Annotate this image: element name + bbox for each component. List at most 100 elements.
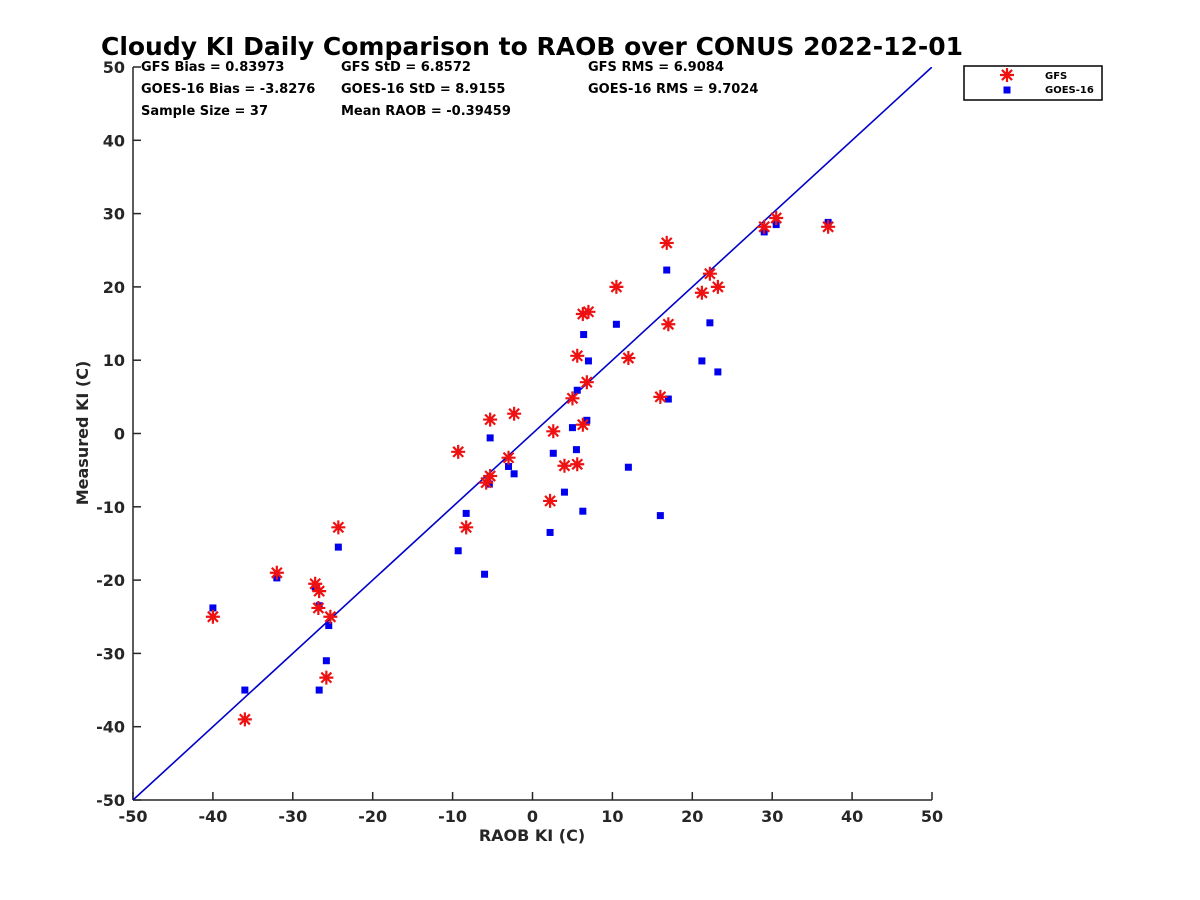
gfs-point	[581, 304, 596, 319]
stat-gfs-std: GFS StD = 6.8572	[341, 60, 471, 75]
y-tick-label: 20	[103, 278, 125, 297]
stat-goes-rms: GOES-16 RMS = 9.7024	[588, 82, 758, 97]
y-tick-label: -40	[96, 718, 125, 737]
gfs-point	[269, 565, 284, 580]
stat-goes-bias: GOES-16 Bias = -3.8276	[141, 82, 315, 97]
goes-16-point	[322, 657, 330, 665]
goes-16-point	[510, 470, 518, 478]
stat-gfs-bias: GFS Bias = 0.83973	[141, 60, 284, 75]
goes-16-point	[549, 449, 557, 457]
legend-goes-label: GOES-16	[1045, 85, 1094, 96]
x-axis-label: RAOB KI (C)	[479, 826, 585, 845]
legend-gfs-asterisk	[1000, 68, 1014, 82]
stat-goes-std: GOES-16 StD = 8.9155	[341, 82, 505, 97]
gfs-point	[694, 285, 709, 300]
x-axis-ticks: -50 -40 -30 -20 -10 0 10 20 30 40 50	[119, 792, 943, 826]
gfs-point	[479, 475, 494, 490]
gfs-point	[757, 219, 772, 234]
goes-16-point	[334, 543, 342, 551]
x-tick-label: 10	[601, 807, 623, 826]
goes-16-point	[584, 357, 592, 365]
y-axis-label: Measured KI (C)	[73, 361, 92, 506]
stat-sample-size: Sample Size = 37	[141, 104, 268, 119]
x-tick-label: 20	[681, 807, 703, 826]
reference-line-group	[133, 67, 932, 800]
goes-16-point	[612, 320, 620, 328]
x-tick-label: -20	[358, 807, 387, 826]
gfs-point	[575, 417, 590, 432]
x-tick-label: -50	[119, 807, 148, 826]
goes-16-point	[579, 507, 587, 515]
gfs-point	[769, 210, 784, 225]
gfs-point	[570, 348, 585, 363]
gfs-point	[710, 279, 725, 294]
gfs-point	[483, 412, 498, 427]
gfs-point	[579, 375, 594, 390]
gfs-point	[237, 712, 252, 727]
gfs-point	[702, 266, 717, 281]
goes-16-point	[663, 266, 671, 274]
goes-16-point	[546, 528, 554, 536]
gfs-point	[311, 600, 326, 615]
chart-title: Cloudy KI Daily Comparison to RAOB over …	[101, 32, 963, 61]
goes-16-point	[624, 463, 632, 471]
gfs-point	[621, 351, 636, 366]
series-layer	[205, 210, 836, 727]
x-tick-label: 30	[761, 807, 783, 826]
goes-16-point	[568, 424, 576, 432]
y-tick-label: -20	[96, 571, 125, 590]
gfs-point	[659, 235, 674, 250]
legend-gfs-marker	[1000, 68, 1014, 82]
series-gfs	[205, 210, 836, 727]
gfs-point	[821, 219, 836, 234]
y-tick-label: -50	[96, 791, 125, 810]
gfs-point	[609, 279, 624, 294]
stat-mean-raob: Mean RAOB = -0.39459	[341, 104, 511, 119]
y-tick-label: 50	[103, 58, 125, 77]
x-tick-label: -10	[438, 807, 467, 826]
gfs-point	[319, 670, 334, 685]
y-tick-label: 30	[103, 205, 125, 224]
gfs-point	[653, 389, 668, 404]
x-tick-label: -40	[198, 807, 227, 826]
gfs-point	[451, 444, 466, 459]
goes-16-point	[656, 512, 664, 520]
legend-goes-square	[1003, 86, 1011, 94]
y-tick-label: 0	[114, 425, 125, 444]
gfs-point	[565, 391, 580, 406]
goes-16-point	[315, 686, 323, 694]
goes-16-point	[454, 547, 462, 555]
gfs-point	[323, 609, 338, 624]
legend-goes-marker	[1003, 86, 1011, 94]
gfs-point	[459, 520, 474, 535]
goes-16-point	[462, 509, 470, 517]
gfs-point	[570, 457, 585, 472]
goes-16-point	[485, 480, 493, 488]
gfs-point	[331, 520, 346, 535]
y-tick-label: -30	[96, 644, 125, 663]
gfs-point	[557, 458, 572, 473]
gfs-point	[507, 406, 522, 421]
y-tick-label: -10	[96, 498, 125, 517]
goes-16-point	[714, 368, 722, 376]
goes-16-point	[486, 434, 494, 442]
y-axis-ticks: -50 -40 -30 -20 -10 0 10 20 30 40 50	[96, 58, 141, 810]
legend-box	[963, 65, 1103, 101]
stats-block: GFS Bias = 0.83973 GFS StD = 6.8572 GFS …	[141, 60, 758, 119]
legend: GFS GOES-16	[963, 65, 1103, 101]
gfs-point	[312, 584, 327, 599]
y-tick-label: 40	[103, 131, 125, 150]
gfs-point	[575, 307, 590, 322]
gfs-point	[308, 576, 323, 591]
legend-gfs-label: GFS	[1045, 71, 1067, 82]
x-tick-label: 40	[841, 807, 863, 826]
goes-16-point	[505, 462, 513, 470]
goes-16-point	[698, 357, 706, 365]
gfs-point	[546, 424, 561, 439]
goes-16-point	[325, 622, 333, 630]
goes-16-point	[241, 686, 249, 694]
goes-16-point	[560, 488, 568, 496]
goes-16-point	[706, 319, 714, 327]
x-tick-label: -30	[278, 807, 307, 826]
